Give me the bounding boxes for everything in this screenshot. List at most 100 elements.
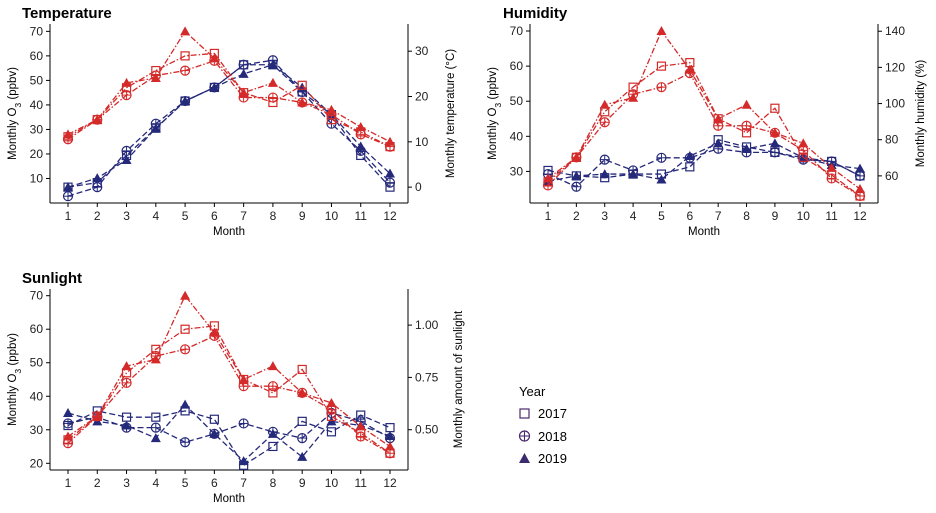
aux-point-temperature-2019-11 <box>355 141 366 151</box>
aux-point-sunlight-2019-12 <box>385 430 395 440</box>
o3-point-sunlight-2018-11 <box>355 431 366 442</box>
o3-point-sunlight-2018-3 <box>121 377 132 388</box>
o3-point-humidity-2019-4 <box>628 92 639 102</box>
aux-point-temperature-2019-6 <box>209 82 220 92</box>
x-tick-label-sunlight-1: 1 <box>65 476 72 490</box>
o3-point-humidity-2017-9 <box>770 103 780 113</box>
o3-line-humidity-2017 <box>547 61 861 197</box>
aux-point-humidity-2018-5 <box>656 152 667 163</box>
x-axis-label-sunlight: Month <box>213 493 245 505</box>
x-tick-label-humidity-11: 11 <box>825 209 838 223</box>
y-axis-label-part: Monthly O <box>7 108 19 160</box>
o3-point-sunlight-2019-6 <box>209 327 220 337</box>
aux-point-temperature-2019-4 <box>150 123 161 133</box>
o3-point-sunlight-2019-9 <box>297 387 308 397</box>
y-axis-label-part: Monthly O <box>7 374 19 426</box>
y2-tick-label-humidity-80: 80 <box>885 133 899 147</box>
aux-line-humidity-2018 <box>547 148 861 188</box>
o3-line-humidity-2018 <box>547 72 861 197</box>
aux-point-humidity-2018-3 <box>599 154 610 165</box>
y-axis-label-temperature: Monthly O3 (ppbv) <box>7 67 23 160</box>
aux-line-sunlight-2019 <box>67 403 391 462</box>
aux-point-sunlight-2018-9 <box>297 432 308 444</box>
o3-point-sunlight-2019-4 <box>150 354 161 364</box>
x-tick-label-humidity-9: 9 <box>772 209 779 223</box>
x-tick-label-humidity-7: 7 <box>715 209 722 223</box>
aux-point-humidity-2018-9 <box>769 147 781 158</box>
aux-point-sunlight-2017-8 <box>268 441 278 452</box>
y2-axis-label-temperature: Monthly temperature (°C) <box>445 49 457 178</box>
y-tick-label-humidity-30: 30 <box>510 164 524 178</box>
legend-marker-2017 <box>519 408 530 419</box>
x-tick-label-sunlight-3: 3 <box>123 476 130 490</box>
aux-point-sunlight-2017-4 <box>151 412 161 422</box>
o3-point-temperature-2019-4 <box>150 72 161 82</box>
y2-tick-label-temperature-20: 20 <box>415 90 429 104</box>
x-tick-label-sunlight-8: 8 <box>270 476 277 490</box>
x-tick-label-temperature-3: 3 <box>123 209 130 223</box>
o3-line-humidity-2019 <box>547 29 861 190</box>
aux-point-sunlight-2018-1 <box>62 418 74 429</box>
aux-point-temperature-2019-3 <box>121 154 132 164</box>
x-tick-label-temperature-11: 11 <box>354 209 367 223</box>
y-axis-label-part: (ppbv) <box>487 67 499 103</box>
aux-point-temperature-2019-12 <box>385 168 395 178</box>
aux-point-humidity-2019-7 <box>713 138 724 148</box>
y-axis-label-part: (ppbv) <box>7 333 19 369</box>
aux-point-sunlight-2018-4 <box>150 422 161 433</box>
aux-point-temperature-2019-1 <box>63 182 73 192</box>
y2-axis-label-humidity: Monthly humidity (%) <box>915 60 927 168</box>
o3-point-temperature-2018-8 <box>267 92 279 103</box>
aux-line-temperature-2019 <box>67 64 391 188</box>
aux-point-humidity-2019-3 <box>599 169 610 179</box>
aux-point-humidity-2019-2 <box>571 170 582 180</box>
o3-point-temperature-2019-3 <box>121 77 132 87</box>
o3-point-sunlight-2019-10 <box>326 397 337 407</box>
o3-point-temperature-2019-1 <box>63 129 73 139</box>
x-axis-label-humidity: Month <box>688 226 720 238</box>
o3-point-temperature-2019-10 <box>326 104 337 114</box>
aux-point-sunlight-2017-10 <box>326 427 337 437</box>
o3-point-temperature-2019-2 <box>92 114 103 124</box>
y2-tick-label-humidity-120: 120 <box>885 60 905 74</box>
o3-point-sunlight-2019-7 <box>238 374 249 384</box>
y2-tick-label-temperature-30: 30 <box>415 44 429 58</box>
o3-line-temperature-2018 <box>67 60 391 148</box>
y2-axis-label-sunlight: Monthly amount of sunlight <box>453 310 465 448</box>
aux-point-humidity-2019-6 <box>684 150 695 160</box>
y-axis-label-part: (ppbv) <box>7 67 19 103</box>
aux-point-sunlight-2018-7 <box>238 418 249 429</box>
y-axis-label-humidity: Monthly O3 (ppbv) <box>487 67 503 160</box>
x-tick-label-sunlight-12: 12 <box>383 476 397 490</box>
aux-point-sunlight-2019-1 <box>63 407 73 417</box>
x-tick-label-sunlight-4: 4 <box>152 476 159 490</box>
aux-point-sunlight-2019-5 <box>180 399 191 409</box>
x-tick-label-temperature-5: 5 <box>182 209 189 223</box>
aux-point-humidity-2019-5 <box>656 174 667 184</box>
y-tick-label-temperature-40: 40 <box>30 98 44 112</box>
aux-line-temperature-2018 <box>67 59 391 197</box>
o3-point-sunlight-2019-2 <box>92 411 103 421</box>
aux-point-humidity-2018-2 <box>571 181 582 192</box>
aux-point-temperature-2019-5 <box>180 96 191 106</box>
o3-point-humidity-2019-6 <box>684 64 695 74</box>
aux-point-humidity-2019-12 <box>855 163 865 173</box>
aux-line-sunlight-2018 <box>67 412 391 443</box>
y-tick-label-humidity-40: 40 <box>510 129 524 143</box>
aux-point-sunlight-2019-4 <box>150 433 161 443</box>
chart-title-humidity: Humidity <box>503 5 568 22</box>
x-tick-label-temperature-8: 8 <box>270 209 277 223</box>
aux-point-sunlight-2018-5 <box>179 437 191 448</box>
y2-tick-label-sunlight-0.75: 0.75 <box>415 370 439 384</box>
x-tick-label-humidity-6: 6 <box>686 209 693 223</box>
o3-point-sunlight-2019-12 <box>385 441 395 451</box>
o3-point-sunlight-2018-5 <box>179 344 191 355</box>
o3-point-humidity-2019-12 <box>855 183 865 193</box>
aux-point-humidity-2019-4 <box>628 169 639 179</box>
o3-point-sunlight-2019-1 <box>63 431 73 441</box>
o3-line-temperature-2017 <box>67 52 391 148</box>
y2-tick-label-sunlight-0.50: 0.50 <box>415 423 439 437</box>
y2-tick-label-temperature-10: 10 <box>415 135 429 149</box>
y-axis-label-sub: 3 <box>493 103 503 108</box>
